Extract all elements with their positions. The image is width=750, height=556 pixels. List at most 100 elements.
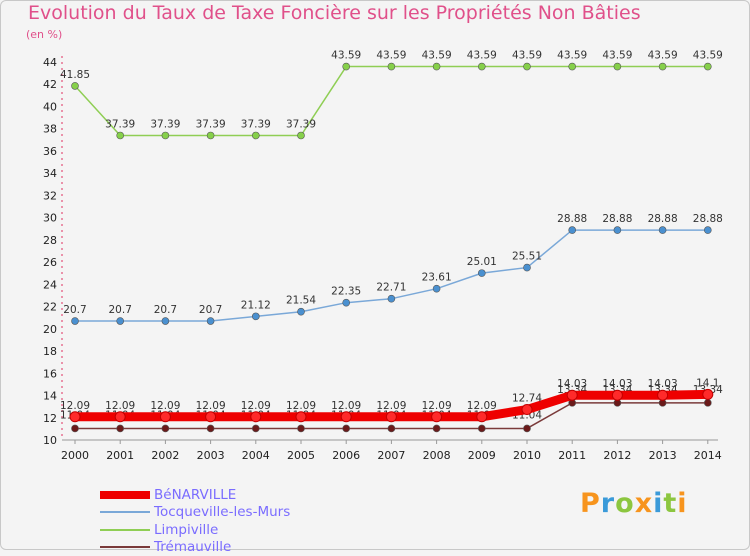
data-point [478,63,485,70]
data-label: 20.7 [199,304,222,316]
data-point [569,227,576,234]
data-point [251,412,261,422]
data-point [207,318,214,325]
data-point [703,389,713,399]
data-label: 43.59 [422,50,452,62]
data-label: 12.09 [422,400,452,412]
y-tick-label: 42 [43,78,57,91]
y-tick-label: 32 [43,189,57,202]
data-label: 43.59 [512,50,542,62]
legend-swatch [100,491,150,499]
legend-item: BéNARVILLE [100,486,290,504]
y-tick-label: 22 [43,301,57,314]
legend-label: BéNARVILLE [154,487,236,503]
data-point [298,308,305,315]
data-label: 43.59 [467,50,497,62]
data-label: 14.1 [696,377,719,389]
data-label: 12.09 [60,400,90,412]
data-point [433,425,440,432]
legend-label: Limpiville [154,522,218,538]
data-point [704,227,711,234]
line-chart: 1012141618202224262830323436384042442000… [0,0,750,480]
data-label: 12.09 [331,400,361,412]
data-point [658,390,668,400]
y-tick-label: 44 [43,56,57,69]
y-tick-label: 20 [43,323,57,336]
data-label: 20.7 [63,304,86,316]
y-tick-label: 16 [43,367,57,380]
y-tick-label: 14 [43,390,57,403]
y-tick-label: 18 [43,345,57,358]
data-point [341,412,351,422]
data-label: 12.09 [105,400,135,412]
data-point [569,63,576,70]
data-point [612,390,622,400]
x-tick-label: 2005 [287,449,315,462]
data-point [659,63,666,70]
data-point [252,313,259,320]
x-tick-label: 2010 [513,449,541,462]
data-label: 43.59 [376,50,406,62]
y-tick-label: 36 [43,145,57,158]
proxiti-logo: Proxiti [580,488,688,519]
legend-item: Limpiville [100,521,290,539]
data-point [117,318,124,325]
data-label: 22.71 [376,282,406,294]
x-tick-label: 2000 [61,449,89,462]
data-point [162,318,169,325]
data-point [478,425,485,432]
data-point [386,412,396,422]
data-label: 12.09 [150,400,180,412]
data-point [343,425,350,432]
x-tick-label: 2008 [423,449,451,462]
data-label: 12.09 [376,400,406,412]
y-tick-label: 10 [43,434,57,447]
data-label: 12.09 [286,400,316,412]
data-point [160,412,170,422]
x-tick-label: 2007 [377,449,405,462]
data-point [704,399,711,406]
x-tick-label: 2001 [106,449,134,462]
data-point [432,412,442,422]
data-point [70,412,80,422]
data-point [524,425,531,432]
data-point [704,63,711,70]
data-point [117,425,124,432]
data-label: 20.7 [109,304,132,316]
y-tick-label: 24 [43,278,57,291]
y-tick-label: 26 [43,256,57,269]
data-label: 43.59 [693,50,723,62]
legend-label: Tocqueville-les-Murs [154,504,290,520]
data-label: 25.01 [467,256,497,268]
data-label: 28.88 [693,213,723,225]
legend-item: Tocqueville-les-Murs [100,504,290,522]
data-point [567,390,577,400]
data-point [478,270,485,277]
data-point [388,295,395,302]
data-label: 43.59 [648,50,678,62]
x-tick-label: 2004 [242,449,270,462]
logo-letter: P [580,488,601,519]
y-tick-label: 12 [43,412,57,425]
data-label: 37.39 [241,118,271,130]
data-point [207,132,214,139]
x-tick-label: 2012 [603,449,631,462]
data-point [522,405,532,415]
data-label: 37.39 [196,118,226,130]
legend-item: Trémauville [100,539,290,556]
data-label: 14.03 [557,378,587,390]
logo-letter: i [653,488,663,519]
legend-label: Trémauville [154,539,231,555]
x-tick-label: 2002 [151,449,179,462]
data-point [117,132,124,139]
data-point [252,132,259,139]
x-tick-label: 2003 [197,449,225,462]
data-point [614,63,621,70]
data-label: 21.54 [286,295,316,307]
data-label: 14.03 [602,378,632,390]
data-label: 37.39 [150,118,180,130]
data-label: 37.39 [286,118,316,130]
data-point [614,227,621,234]
